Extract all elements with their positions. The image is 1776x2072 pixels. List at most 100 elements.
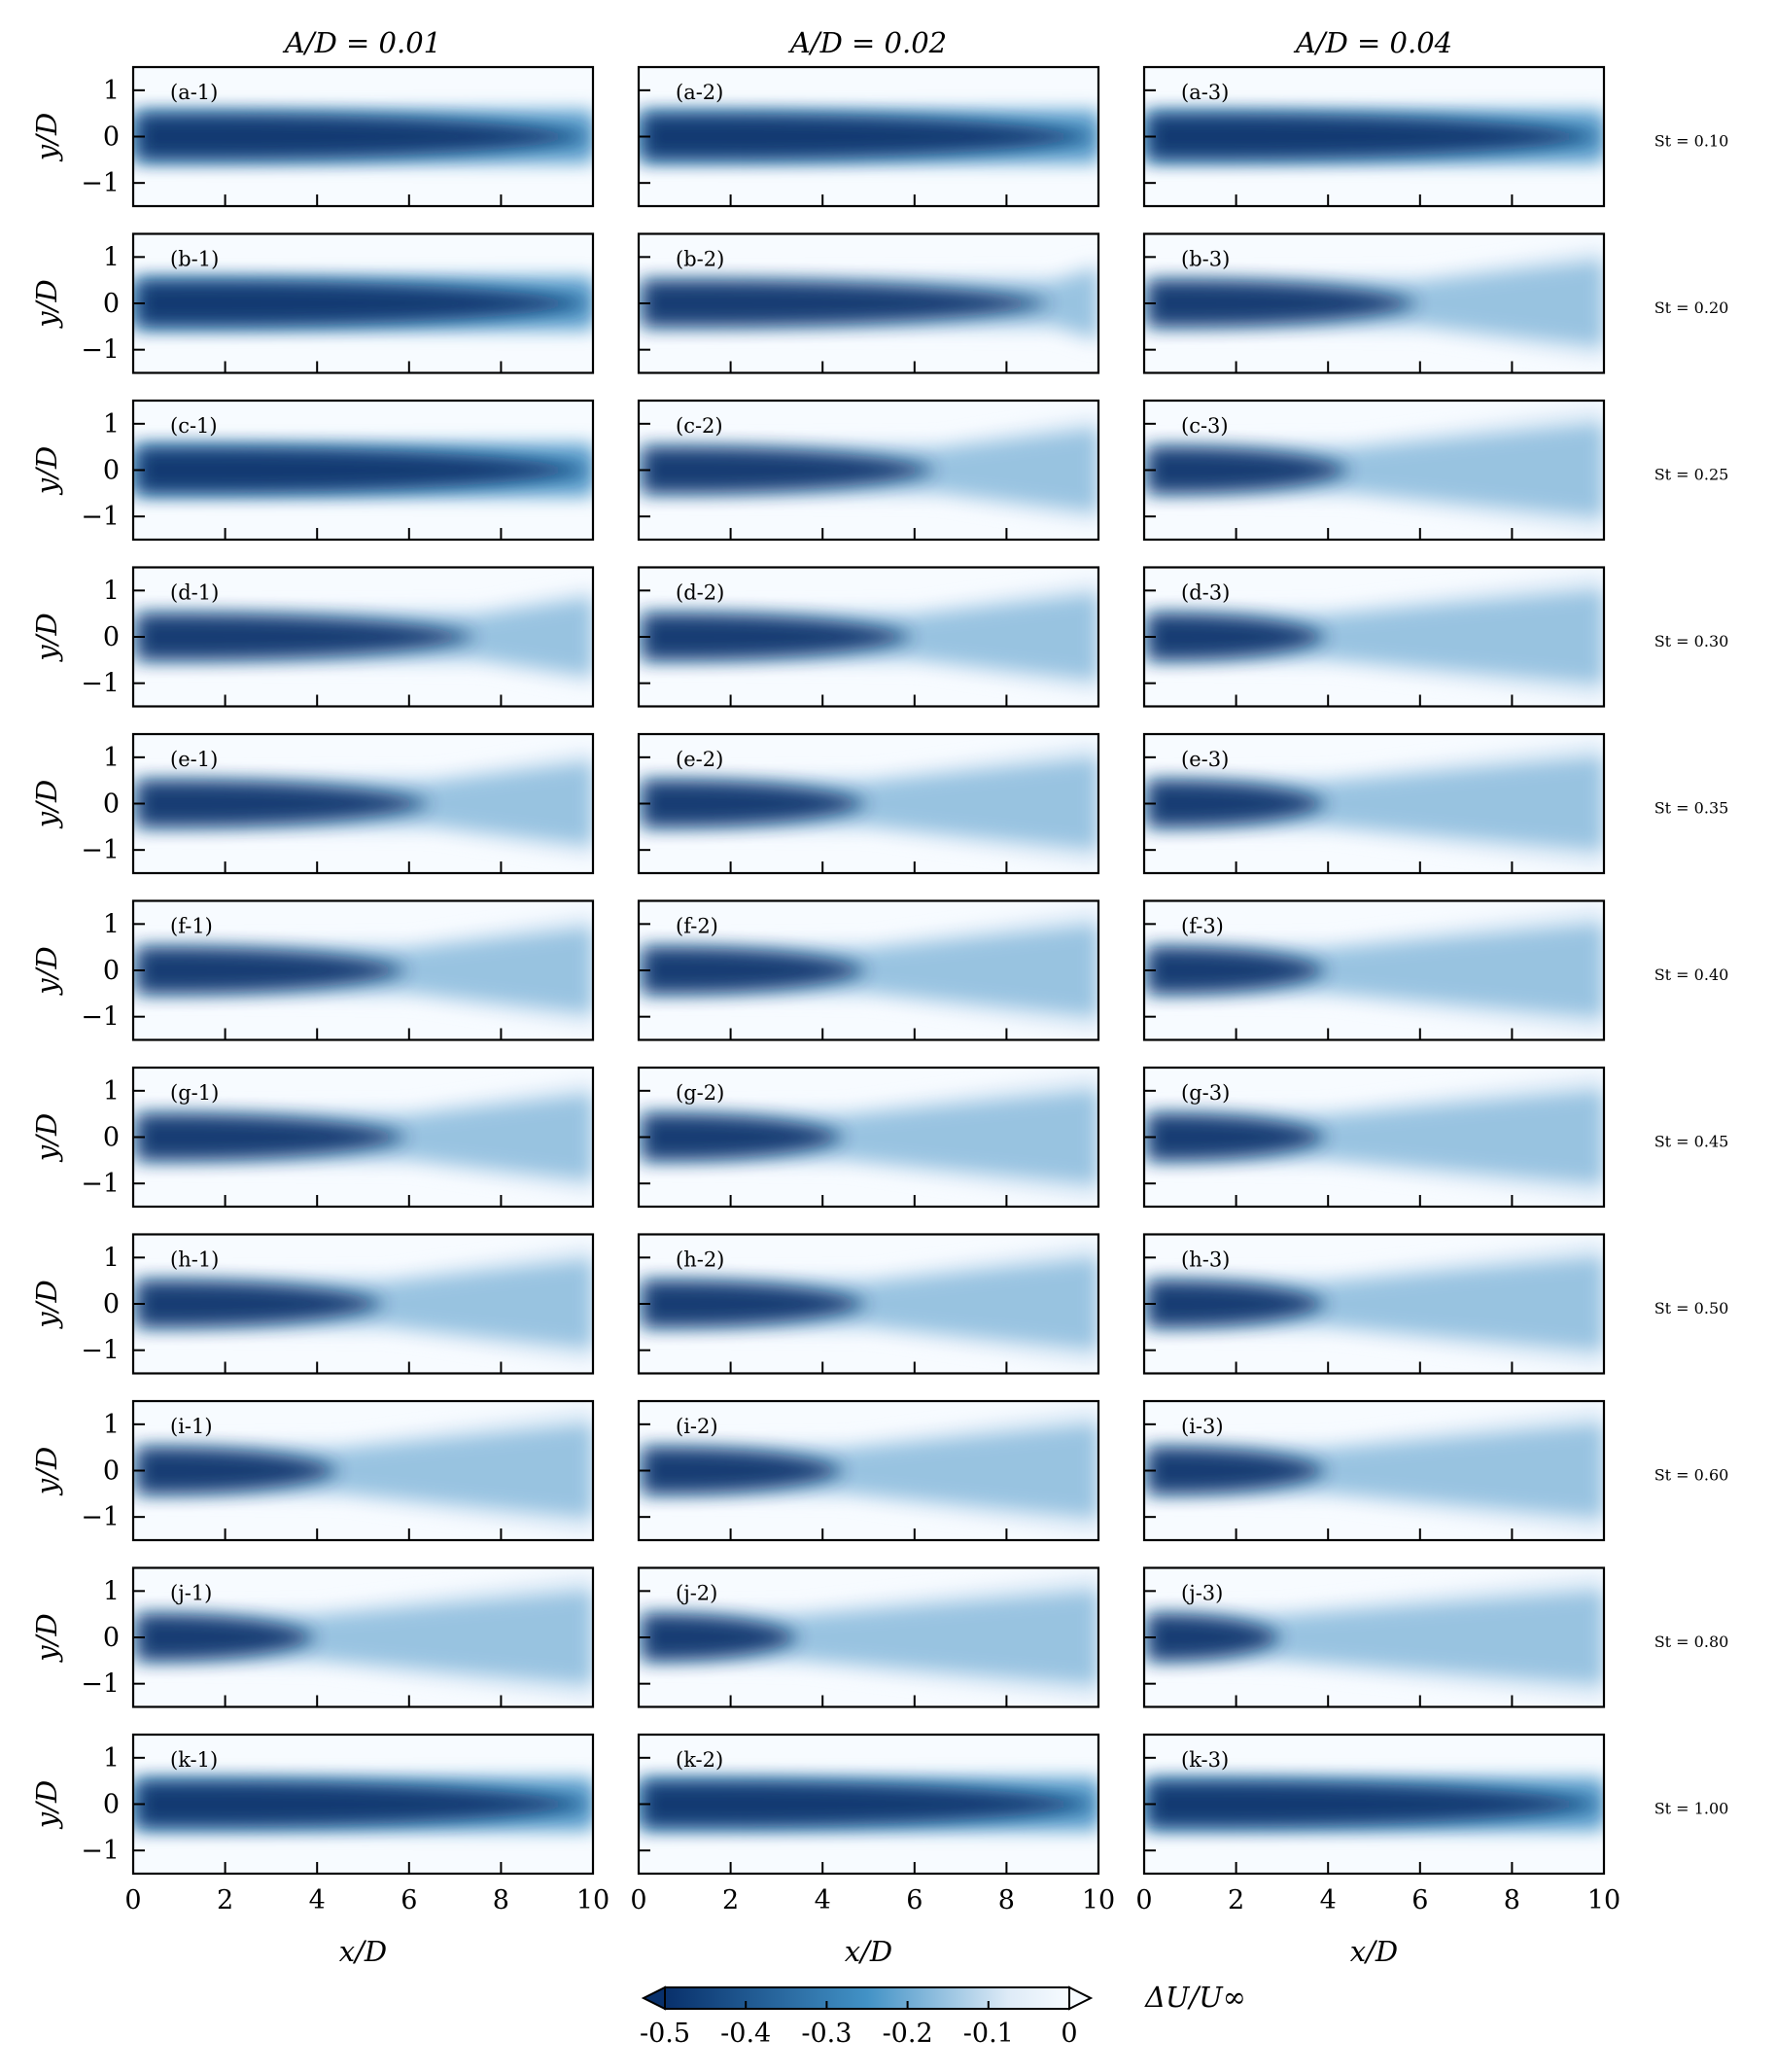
y-tick-label: 0: [103, 622, 120, 652]
wake-field: [133, 567, 593, 707]
wake-field: [639, 1234, 1098, 1374]
panel-label: (k-1): [170, 1748, 218, 1772]
wake-field: [133, 67, 593, 206]
y-tick-label: 0: [103, 790, 120, 820]
x-tick-label: 10: [1082, 1885, 1115, 1915]
y-tick-label: 1: [103, 1576, 120, 1606]
panel-label: (e-3): [1181, 748, 1229, 771]
wake-core: [1148, 1281, 1329, 1327]
x-tick-label: 10: [1587, 1885, 1620, 1915]
wake-core: [1148, 1448, 1329, 1493]
y-tick-label: −1: [81, 1502, 120, 1532]
y-tick-label: 0: [103, 1623, 120, 1653]
panel-e-3: (e-3): [1142, 732, 1606, 875]
wake-mid-region: [1144, 1423, 1604, 1518]
wake-field: [1144, 67, 1604, 206]
wake-core: [137, 781, 433, 826]
wake-mid-region: [133, 1423, 593, 1518]
wake-mid-region: [1144, 756, 1604, 851]
panel-k-3: (k-3): [1142, 1733, 1606, 1876]
x-tick-label: 10: [576, 1885, 609, 1915]
wake-field: [1144, 734, 1604, 873]
y-axis-label: y/D: [30, 1447, 63, 1496]
wake-field: [1144, 1234, 1604, 1374]
wake-core: [137, 1614, 318, 1661]
wake-core: [137, 1781, 593, 1827]
colorbar-tick-label: 0: [1061, 2019, 1077, 2049]
panel-d-1: −1 0 1 y/D (d-1): [30, 566, 595, 708]
panel-label: (f-3): [1181, 915, 1224, 938]
wake-mid-region: [1144, 423, 1604, 517]
wake-mid-region: [1144, 924, 1604, 1017]
y-tick-label: −1: [81, 1002, 120, 1033]
x-tick-label: 2: [217, 1885, 233, 1915]
panel-label: (i-1): [170, 1415, 213, 1438]
wake-core: [137, 1114, 409, 1160]
column-title: A/D = 0.01: [282, 26, 441, 59]
y-tick-label: 0: [103, 1790, 120, 1820]
y-tick-label: −1: [81, 1336, 120, 1366]
panel-label: (i-3): [1181, 1415, 1224, 1438]
panel-label: (c-2): [676, 414, 723, 438]
row-title: St = 0.25: [1654, 466, 1729, 484]
wake-field: [1144, 1567, 1604, 1707]
row-title: St = 0.40: [1654, 966, 1729, 984]
y-axis-label: y/D: [30, 279, 63, 329]
wake-field: [133, 1401, 593, 1540]
wake-field: [639, 1567, 1098, 1707]
y-tick-label: 1: [103, 76, 120, 106]
panel-c-2: (c-2): [637, 399, 1100, 542]
wake-core: [137, 1281, 387, 1327]
wake-core: [643, 614, 915, 660]
wake-field: [639, 233, 1098, 373]
panel-label: (a-1): [170, 81, 218, 104]
wake-field: [133, 1735, 593, 1874]
y-tick-label: 1: [103, 1410, 120, 1440]
wake-field: [1144, 1068, 1604, 1207]
column-title: A/D = 0.04: [1293, 26, 1452, 59]
wake-mid-region: [1144, 1591, 1604, 1684]
x-tick-label: 2: [722, 1885, 739, 1915]
wake-core: [137, 280, 593, 327]
panel-label: (k-3): [1181, 1748, 1229, 1772]
panel-label: (c-3): [1181, 414, 1229, 438]
x-tick-label: 6: [1411, 1885, 1428, 1915]
panel-label: (g-3): [1181, 1081, 1230, 1105]
wake-field: [639, 1735, 1098, 1874]
colorbar-tick-label: -0.2: [883, 2019, 933, 2049]
wake-mid-region: [639, 1591, 1098, 1684]
wake-core: [137, 1448, 340, 1493]
panel-b-2: (b-2): [637, 232, 1100, 374]
x-axis-label: x/D: [1350, 1935, 1398, 1968]
y-tick-label: 0: [103, 956, 120, 986]
wake-field: [639, 401, 1098, 540]
y-tick-label: 0: [103, 123, 120, 153]
row-title: St = 1.00: [1654, 1800, 1729, 1818]
panel-j-1: −1 0 1 y/D (j-1): [30, 1566, 595, 1708]
panel-j-2: (j-2): [637, 1566, 1100, 1708]
y-tick-label: −1: [81, 1169, 120, 1199]
panel-label: (h-2): [676, 1248, 724, 1272]
x-tick-label: 8: [1504, 1885, 1520, 1915]
wake-core: [1148, 781, 1329, 826]
wake-core: [1148, 947, 1329, 994]
panel-k-2: (k-2): [637, 1733, 1100, 1876]
panel-label: (h-1): [170, 1248, 219, 1272]
y-axis-label: y/D: [30, 1613, 63, 1663]
panel-h-1: −1 0 1 y/D (h-1): [30, 1233, 595, 1375]
row-title: St = 0.20: [1654, 299, 1729, 317]
wake-core: [643, 1114, 846, 1160]
panel-i-1: −1 0 1 y/D (i-1): [30, 1399, 595, 1542]
x-axis-label: x/D: [339, 1935, 387, 1968]
wake-core: [643, 114, 1098, 159]
panel-label: (d-1): [170, 581, 219, 605]
panel-label: (d-2): [676, 581, 724, 605]
wake-field: [639, 900, 1098, 1040]
panel-label: (d-3): [1181, 581, 1230, 605]
x-tick-label: 0: [124, 1885, 141, 1915]
wake-core: [1148, 614, 1329, 660]
panel-f-2: (f-2): [637, 899, 1100, 1041]
row-title: St = 0.60: [1654, 1466, 1729, 1485]
x-tick-label: 4: [309, 1885, 326, 1915]
x-tick-label: 8: [998, 1885, 1015, 1915]
